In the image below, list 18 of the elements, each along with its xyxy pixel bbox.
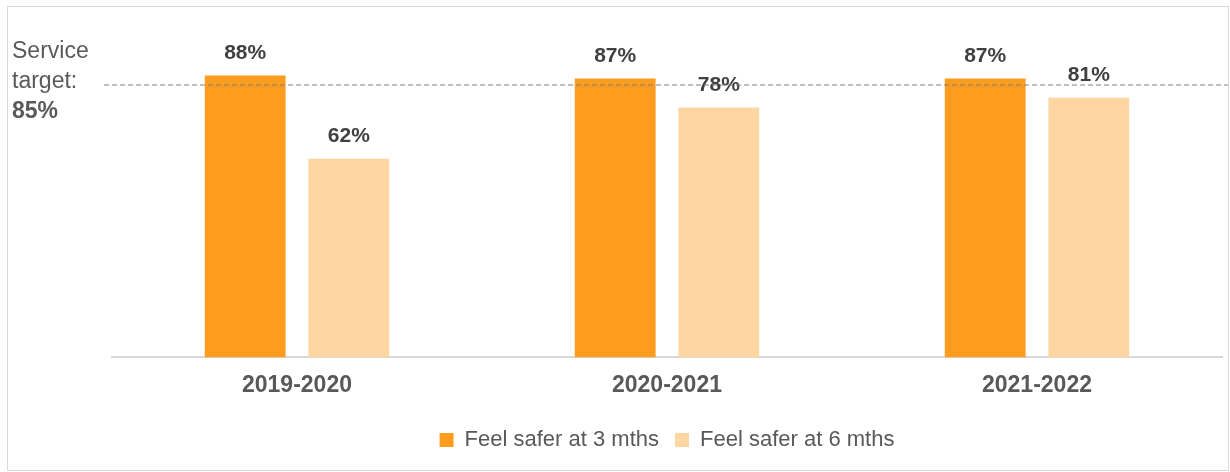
x-tick-label: 2020-2021 xyxy=(612,370,723,397)
ref-line-label: Service target: 85% xyxy=(12,37,89,124)
bar xyxy=(204,75,286,358)
data-label: 81% xyxy=(1067,62,1111,86)
x-tick-label: 2019-2020 xyxy=(242,370,352,397)
bar xyxy=(944,78,1026,358)
legend-label: Feel safer at 6 mths xyxy=(700,426,895,452)
x-tick-label: 2021-2022 xyxy=(982,370,1092,397)
bar xyxy=(678,107,760,358)
data-label: 87% xyxy=(964,42,1007,66)
data-label: 78% xyxy=(697,71,741,95)
data-label: 62% xyxy=(327,123,371,147)
legend-label: Feel safer at 3 mths xyxy=(464,426,660,452)
bar xyxy=(574,78,656,358)
bar xyxy=(1048,97,1130,358)
bar xyxy=(308,158,390,358)
data-label: 88% xyxy=(224,39,267,63)
data-label: 87% xyxy=(594,42,637,66)
